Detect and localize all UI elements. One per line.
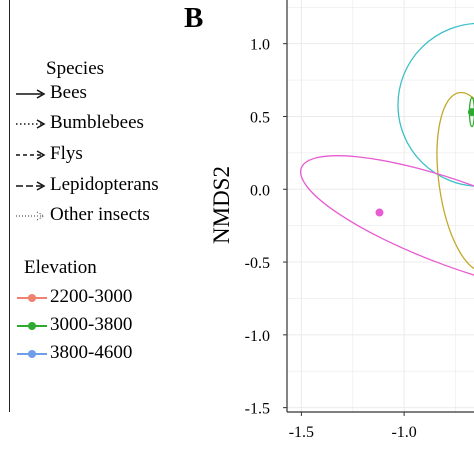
elevation-label: 2200-3000: [50, 286, 133, 307]
plot-panel: [287, 0, 474, 412]
grid-lines: [287, 0, 474, 412]
centroid-points: [375, 108, 474, 217]
centroid-point: [375, 208, 384, 217]
species-entry: Other insects: [14, 204, 150, 226]
confidence-ellipse: [397, 22, 474, 187]
elevation-entry: 2200-3000: [14, 286, 132, 308]
line-key-icon: [16, 89, 46, 99]
elevation-entry: 3800-4600: [14, 342, 132, 364]
panel-letter: B: [184, 2, 203, 34]
line-key-icon: [16, 150, 46, 160]
elevation-label: 3800-4600: [50, 342, 133, 363]
species-label: Bees: [50, 82, 87, 103]
elevation-legend-title: Elevation: [24, 257, 97, 278]
line-key-icon: [16, 119, 46, 129]
y-tick-label: -0.5: [245, 255, 270, 272]
y-tick-label: 0.5: [250, 109, 270, 126]
y-tick-label: -1.5: [245, 401, 270, 418]
species-entry: Bumblebees: [14, 112, 144, 134]
line-key-icon: [16, 211, 46, 221]
y-tick-label: -1.0: [245, 328, 270, 345]
y-tick-label: 1.0: [250, 37, 270, 54]
x-axis: -1.5 -1.0: [289, 412, 417, 441]
species-entry: Bees: [14, 82, 87, 104]
species-label: Bumblebees: [50, 112, 144, 133]
species-label: Lepidopterans: [50, 174, 159, 195]
confidence-ellipse: [436, 91, 474, 273]
point-key-icon: [17, 294, 47, 303]
line-key-icon: [16, 181, 46, 191]
elevation-entry: 3000-3800: [14, 314, 132, 336]
y-tick-label: 0.0: [250, 182, 270, 199]
species-label: Other insects: [50, 204, 150, 225]
x-tick-label: -1.5: [289, 424, 314, 441]
point-key-icon: [17, 350, 47, 359]
point-key-icon: [17, 322, 47, 331]
species-legend-title: Species: [46, 58, 105, 79]
species-label: Flys: [50, 143, 83, 164]
y-axis-label: NMDS2: [209, 166, 234, 244]
elevation-label: 3000-3800: [50, 314, 133, 335]
species-entry: Flys: [14, 143, 83, 165]
species-entry: Lepidopterans: [14, 174, 159, 196]
x-tick-label: -1.0: [391, 424, 416, 441]
centroid-point: [467, 108, 474, 117]
left-panel-edge: [0, 0, 10, 412]
y-axis: 1.0 0.5 0.0 -0.5 -1.0 -1.5: [245, 37, 287, 418]
confidence-ellipse: [299, 155, 474, 297]
